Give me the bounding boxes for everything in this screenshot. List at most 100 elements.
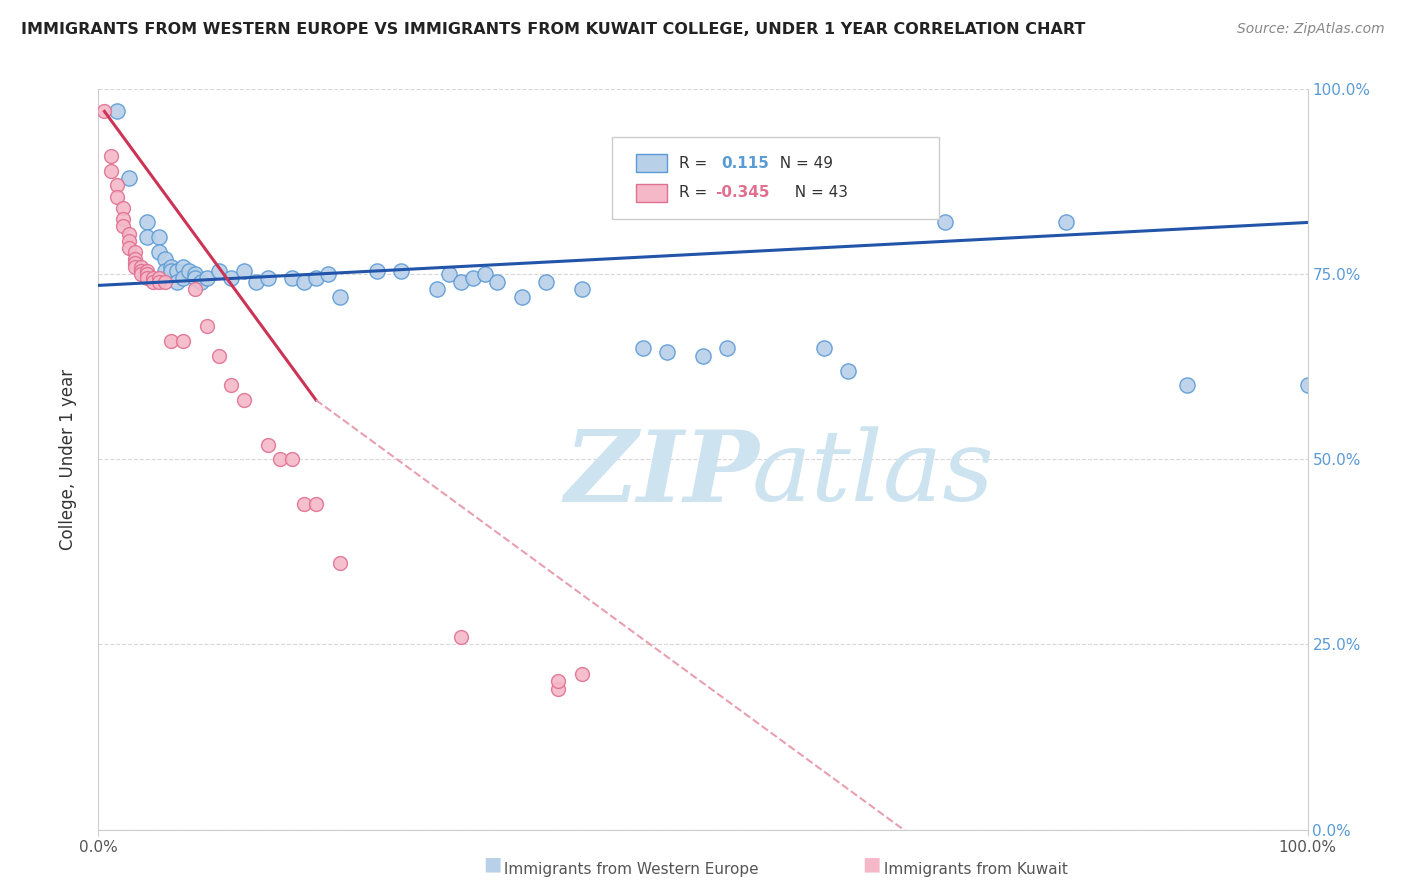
Point [292,497,315,511]
Point [716,341,738,355]
Point [256,437,278,451]
Point [474,268,496,282]
Point [305,271,328,285]
Point [269,452,291,467]
Point [195,319,218,334]
Point [437,268,460,282]
Point [450,630,472,644]
Point [256,271,278,285]
Point [135,268,157,282]
Point [184,271,207,285]
Point [148,245,170,260]
Point [571,667,593,681]
Point [366,263,388,277]
FancyBboxPatch shape [637,184,666,202]
Text: atlas: atlas [751,426,994,522]
Point [105,104,128,119]
Point [142,275,165,289]
Point [221,378,243,392]
Point [160,263,183,277]
Point [111,201,134,215]
Point [486,275,509,289]
Point [100,149,122,163]
Point [1296,378,1319,392]
Point [221,271,243,285]
Point [148,275,170,289]
Point [172,271,194,285]
Point [129,260,152,274]
Point [129,263,152,277]
Text: Immigrants from Western Europe: Immigrants from Western Europe [499,863,759,877]
Text: R =: R = [679,156,711,170]
Point [172,260,194,274]
Point [281,452,304,467]
Point [305,497,328,511]
Point [135,215,157,229]
Point [148,230,170,244]
Text: ■: ■ [862,855,882,873]
Point [232,263,254,277]
Point [111,211,134,226]
Point [692,349,714,363]
Point [184,268,207,282]
Point [118,234,141,248]
Point [208,263,231,277]
Point [135,263,157,277]
Point [118,171,141,186]
Point [118,227,141,241]
Point [329,289,352,303]
Text: ■: ■ [482,855,502,873]
Point [166,275,188,289]
Point [571,282,593,296]
Point [837,363,859,377]
Point [153,275,176,289]
Point [329,556,352,570]
Point [100,163,122,178]
Point [232,393,254,408]
FancyBboxPatch shape [613,137,939,219]
Text: 0.115: 0.115 [721,156,769,170]
Text: N = 43: N = 43 [785,186,848,201]
Y-axis label: College, Under 1 year: College, Under 1 year [59,368,77,550]
Point [160,334,183,348]
FancyBboxPatch shape [637,154,666,172]
Point [148,271,170,285]
Point [316,268,339,282]
Point [1175,378,1198,392]
Point [184,282,207,296]
Point [426,282,449,296]
Point [190,275,212,289]
Point [93,104,115,119]
Point [166,263,188,277]
Point [135,230,157,244]
Point [547,674,569,689]
Point [129,268,152,282]
Point [124,252,146,267]
Text: R =: R = [679,186,711,201]
Point [510,289,533,303]
Text: -0.345: -0.345 [716,186,769,201]
Point [124,245,146,260]
Point [534,275,557,289]
Point [631,341,654,355]
Point [389,263,412,277]
Point [172,334,194,348]
Point [124,256,146,270]
Point [153,263,176,277]
Point [208,349,231,363]
Point [142,271,165,285]
Text: IMMIGRANTS FROM WESTERN EUROPE VS IMMIGRANTS FROM KUWAIT COLLEGE, UNDER 1 YEAR C: IMMIGRANTS FROM WESTERN EUROPE VS IMMIGR… [21,22,1085,37]
Point [118,241,141,255]
Point [195,271,218,285]
Point [111,219,134,234]
Point [934,215,956,229]
Point [105,189,128,203]
Text: N = 49: N = 49 [769,156,832,170]
Point [1054,215,1077,229]
Point [245,275,267,289]
Point [160,260,183,274]
Text: Source: ZipAtlas.com: Source: ZipAtlas.com [1237,22,1385,37]
Point [450,275,472,289]
Point [281,271,304,285]
Point [292,275,315,289]
